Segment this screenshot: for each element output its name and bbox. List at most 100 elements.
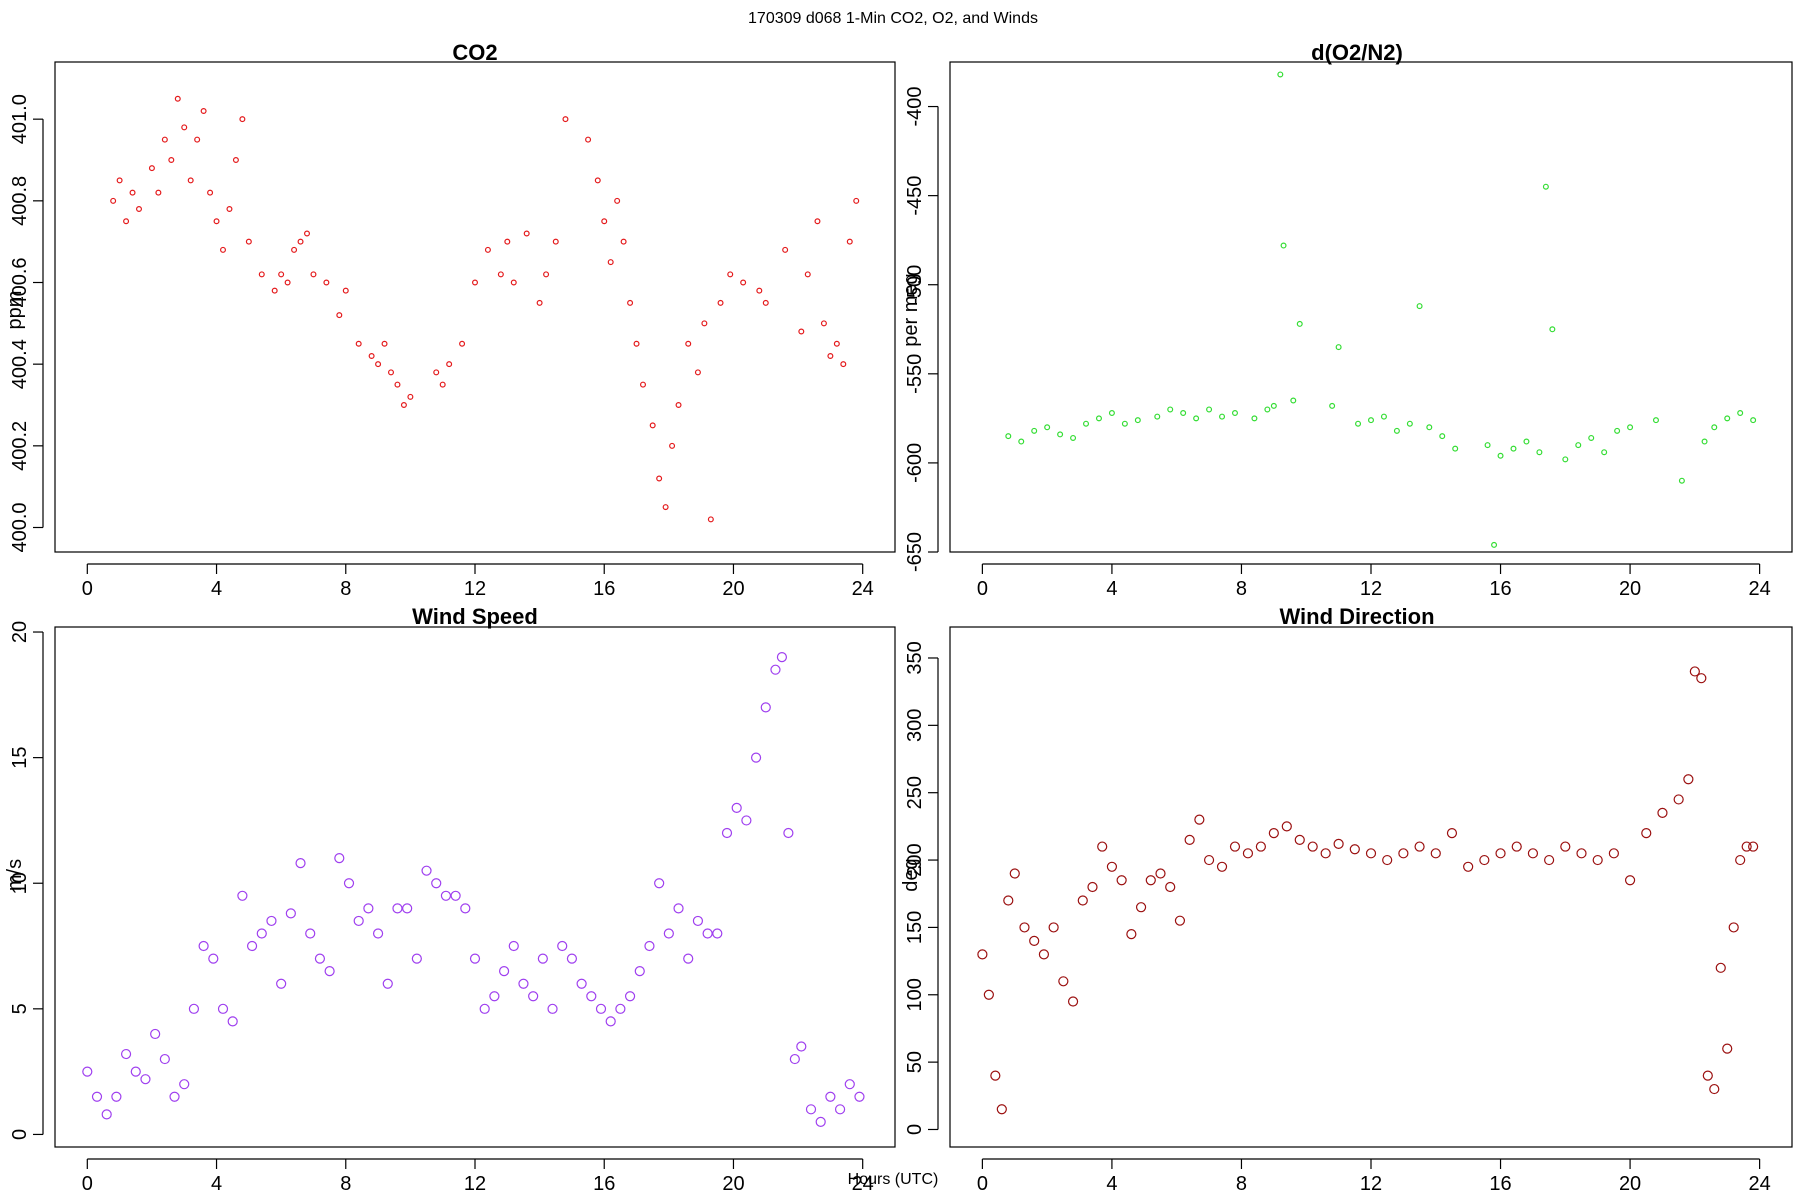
o2-point [1737,410,1744,417]
wind-speed-point [712,928,723,939]
co2-point [804,271,811,278]
co2-x-tick-label: 12 [464,578,486,600]
co2-point [614,197,621,204]
o2-point [1095,415,1102,422]
co2-y-tick-label: 400.0 [9,502,31,552]
wind-direction-title: Wind Direction [1279,604,1434,629]
wind-speed-x-tick-label: 16 [593,1173,615,1195]
wind-direction-point [1735,854,1746,866]
wind-direction-plot-group: 0 4 8 12 16 20 24 0 50 100 150 200 250 300 350 [904,626,1793,1195]
wind-speed-point [595,1003,607,1014]
wind-speed-point [537,953,548,964]
wind-speed-plot-frame [54,626,896,1148]
o2-point [1167,406,1174,413]
wind-speed-point [576,978,587,989]
wind-speed-point [776,652,788,663]
wind-speed-x-tick-label: 0 [82,1173,93,1195]
figure-title: 170309 d068 1-Min CO2, O2, and Winds [748,10,1038,27]
o2-point [1335,344,1342,351]
o2-panel: d(O2/N2) per meg 0 4 8 12 16 20 24 -650 -600 -550… [900,40,1793,600]
wind-speed-point [673,903,684,914]
o2-point [1601,449,1608,456]
wind-direction-y-tick-label: 250 [904,776,926,809]
wind-direction-point [1003,895,1014,906]
wind-speed-point [295,858,306,869]
co2-point [342,287,349,294]
wind-direction-point [1608,848,1619,859]
co2-point [552,238,559,245]
o2-x-tick-label: 4 [1106,578,1117,600]
co2-point [129,189,136,196]
wind-direction-point [1576,848,1587,859]
wind-direction-point [1741,841,1752,852]
wind-direction-point [996,1104,1007,1115]
co2-point [394,381,401,388]
o2-point [1711,424,1718,431]
o2-point [1536,449,1543,456]
wind-direction-point [1430,848,1441,859]
co2-point [284,279,291,286]
wind-speed-point [392,903,403,914]
co2-point [336,312,343,319]
wind-speed-ylabel: m/s [4,859,26,891]
wind-speed-x-tick-label: 24 [852,1173,874,1195]
wind-direction-point [1560,841,1571,852]
co2-point [207,189,214,196]
co2-ylabel: ppm [4,291,26,330]
co2-title: CO2 [452,40,497,65]
co2-point [400,402,407,409]
o2-y-tick-label: -500 [904,265,926,305]
o2-point [1380,413,1387,420]
wind-direction-point [990,1070,1001,1081]
wind-direction-point [1087,881,1098,893]
co2-point [853,197,860,204]
wind-speed-point [169,1091,180,1102]
wind-speed-point [363,903,374,914]
co2-point [798,328,805,335]
wind-speed-point [721,827,733,839]
co2-point [278,271,285,278]
wind-direction-point [1268,828,1279,839]
wind-speed-point [246,940,258,952]
wind-speed-point [324,966,335,977]
o2-point [1231,410,1238,417]
co2-point [168,157,175,164]
wind-speed-point [663,928,674,939]
wind-speed-point [411,953,422,964]
co2-x-tick-label: 0 [82,578,93,600]
co2-point [675,402,682,409]
o2-point [1678,477,1685,484]
wind-direction-point [1715,962,1726,973]
o2-point [1083,420,1090,427]
co2-point [459,340,466,347]
wind-speed-point [702,928,713,939]
o2-point [1523,438,1530,445]
o2-y-tick-label: -450 [904,176,926,216]
co2-point [323,279,330,286]
co2-point [368,353,375,360]
o2-point [1018,438,1025,445]
co2-y-tick-label: 400.2 [9,421,31,471]
co2-point [639,381,646,388]
co2-point [701,320,708,327]
wind-speed-point [489,991,500,1002]
wind-direction-point [1126,929,1137,940]
o2-point [1750,417,1757,424]
wind-speed-point [140,1074,151,1085]
wind-direction-point [1320,848,1331,859]
co2-x-tick-label: 16 [593,578,615,600]
wind-speed-point [372,928,384,939]
co2-point [226,206,233,213]
co2-y-tick-label: 400.8 [9,176,31,226]
o2-point [1121,420,1128,427]
wind-speed-point [334,853,345,864]
wind-speed-point [266,915,277,927]
o2-point [1280,242,1287,249]
o2-point [1070,434,1077,441]
wind-speed-y-tick-label: 20 [9,621,31,643]
co2-point [181,124,188,131]
co2-point [472,279,479,286]
wind-direction-point [1349,844,1360,855]
co2-plot-group: 0 4 8 12 16 20 24 400.0 400.2 400.4 400.6 400.8 401.… [9,61,896,600]
wind-speed-point [343,878,355,889]
